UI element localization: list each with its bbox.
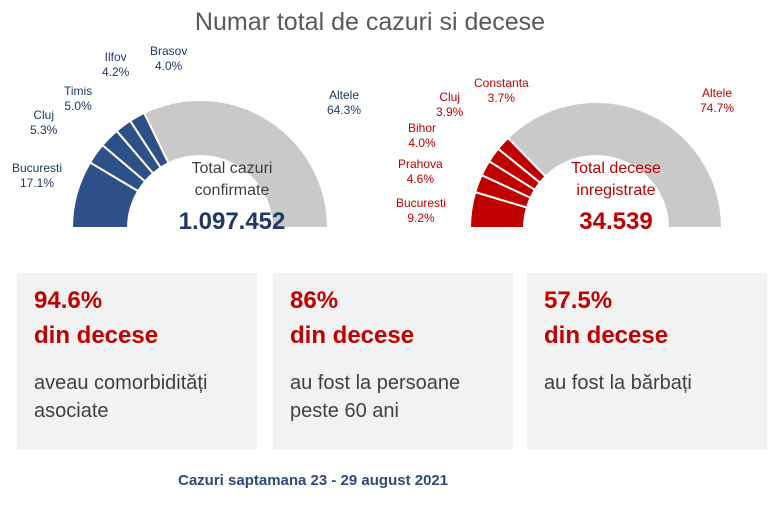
cases-label-timis: Timis 5.0%: [64, 84, 93, 113]
deaths-label-prahova: Prahova 4.6%: [398, 157, 443, 186]
deaths-label-altele: Altele 74.7%: [700, 86, 735, 115]
deaths-slice-altele: [506, 101, 724, 229]
cases-slice-altele: [142, 99, 330, 229]
stat-card-subtitle: din decese: [544, 322, 669, 349]
deaths-label-bucuresti: Bucuresti 9.2%: [396, 196, 447, 225]
stat-card-description: au fost la bărbați: [544, 372, 692, 394]
cases-center-text: Total cazuri confirmate: [191, 160, 273, 199]
stat-card-subtitle: din decese: [34, 322, 159, 349]
cases-label-cluj: Cluj 5.3%: [30, 108, 58, 137]
cases-label-altele: Altele 64.3%: [327, 88, 362, 117]
stat-card-men: 57.5% din decese au fost la bărbați: [527, 273, 767, 450]
deaths-label-constanta: Constanta 3.7%: [474, 76, 529, 105]
stat-card-percent: 94.6%: [34, 287, 103, 314]
stat-card-percent: 57.5%: [544, 287, 613, 314]
stat-card-description: au fost la persoane peste 60 ani: [290, 372, 461, 422]
stat-card-subtitle: din decese: [290, 322, 415, 349]
stat-card-over-60: 86% din decese au fost la persoane peste…: [273, 273, 513, 450]
cases-label-brasov: Brasov 4.0%: [150, 44, 188, 73]
cases-total: 1.097.452: [178, 208, 286, 235]
deaths-total: 34.539: [579, 208, 653, 235]
chart-title: Numar total de cazuri si decese: [194, 8, 546, 36]
footer-date-range: Cazuri saptamana 23 - 29 august 2021: [178, 472, 449, 489]
deaths-center-text: Total decese inregistrate: [571, 160, 661, 199]
deaths-label-bihor: Bihor 4.0%: [408, 121, 437, 150]
stat-card-description: aveau comorbidități asociate: [34, 372, 208, 422]
cases-label-bucuresti: Bucuresti 17.1%: [12, 161, 63, 190]
stat-card-percent: 86%: [290, 287, 339, 314]
cases-label-ilfov: Ilfov 4.2%: [102, 50, 130, 79]
stat-card-comorbidities: 94.6% din decese aveau comorbidități aso…: [17, 273, 257, 450]
deaths-label-cluj: Cluj 3.9%: [436, 90, 464, 119]
